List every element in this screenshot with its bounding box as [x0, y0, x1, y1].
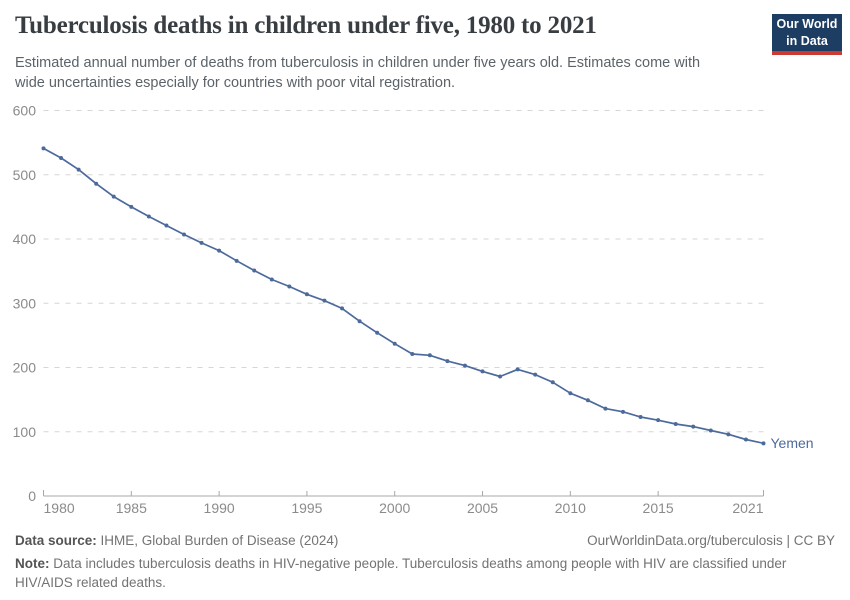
data-point [761, 441, 766, 446]
data-point [533, 372, 538, 377]
data-point [322, 298, 327, 303]
data-point [375, 330, 380, 335]
x-axis-label: 1980 [44, 500, 75, 516]
trend-line [43, 147, 764, 445]
chart-subtitle: Estimated annual number of deaths from t… [15, 55, 701, 91]
data-point [621, 409, 626, 414]
data-point [638, 414, 643, 419]
x-axis-label: 1995 [291, 500, 322, 516]
data-point [585, 398, 590, 403]
data-point [252, 268, 257, 273]
y-axis-label: 400 [13, 231, 37, 247]
x-axis-label: 2005 [467, 500, 498, 516]
data-source-label: Data source: [15, 533, 97, 548]
data-point [673, 422, 678, 427]
data-point [76, 167, 81, 172]
data-point [287, 284, 292, 289]
data-point [129, 204, 134, 209]
data-point [743, 437, 748, 442]
data-point [234, 258, 239, 263]
y-axis-label: 200 [13, 360, 37, 376]
data-point [462, 363, 467, 368]
data-point [726, 432, 731, 437]
data-point [181, 232, 186, 237]
y-axis-label: 0 [28, 488, 36, 504]
data-point [269, 277, 274, 282]
data-point [94, 181, 99, 186]
data-point [515, 367, 520, 372]
data-point [199, 240, 204, 245]
x-axis-label: 2015 [643, 500, 674, 516]
data-point [656, 418, 661, 423]
x-axis-label: 1990 [204, 500, 235, 516]
note-value: Data includes tuberculosis deaths in HIV… [15, 555, 787, 591]
y-axis-label: 100 [13, 424, 37, 440]
data-source: Data source: IHME, Global Burden of Dise… [15, 531, 338, 551]
x-axis-label: 2021 [732, 500, 763, 516]
data-point [568, 391, 573, 396]
data-point [603, 406, 608, 411]
data-source-value: IHME, Global Burden of Disease (2024) [96, 533, 339, 548]
data-point [445, 359, 450, 364]
data-point [498, 374, 503, 379]
data-point [164, 223, 169, 228]
page-title: Tuberculosis deaths in children under fi… [15, 12, 597, 39]
x-axis-label: 1985 [116, 500, 147, 516]
footer-note: Note: Data includes tuberculosis deaths … [15, 554, 835, 593]
y-axis-label: 300 [13, 295, 37, 311]
chart-footer: Data source: IHME, Global Burden of Dise… [15, 531, 835, 593]
data-point [708, 428, 713, 433]
owid-logo-line1: Our World [776, 17, 838, 32]
data-point [340, 306, 345, 311]
data-point [41, 146, 46, 151]
x-axis-label: 2000 [379, 500, 410, 516]
owid-license-link[interactable]: OurWorldinData.org/tuberculosis | CC BY [587, 533, 835, 548]
data-point [217, 248, 222, 253]
x-axis-label: 2010 [555, 500, 586, 516]
owid-logo[interactable]: Our World in Data [772, 14, 842, 55]
data-point [59, 156, 64, 161]
line-chart: 0 100 200 300 400 500 600 1980 1985 1990 1995 2000 2… [13, 103, 814, 517]
chart-header: Tuberculosis deaths in children under fi… [15, 12, 842, 55]
note-label: Note: [15, 555, 50, 571]
y-axis-label: 500 [13, 167, 37, 183]
data-point [550, 380, 555, 385]
y-axis-label: 600 [13, 103, 37, 119]
data-point [111, 194, 116, 199]
footer-source-row: Data source: IHME, Global Burden of Dise… [15, 531, 835, 551]
data-point [146, 214, 151, 219]
data-point [427, 353, 432, 358]
data-point [480, 369, 485, 374]
data-point [392, 341, 397, 346]
data-point [304, 292, 309, 297]
owid-logo-line2: in Data [786, 33, 828, 48]
series-label: Yemen [771, 435, 814, 451]
data-point [410, 352, 415, 357]
data-point [691, 424, 696, 429]
data-point [357, 319, 362, 324]
